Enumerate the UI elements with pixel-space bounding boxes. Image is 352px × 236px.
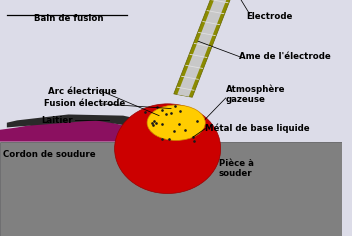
Polygon shape [177,0,235,97]
Text: Laitier: Laitier [41,116,73,125]
Text: Métal de base liquide: Métal de base liquide [205,124,310,133]
Polygon shape [174,0,238,97]
Text: Bain de fusion: Bain de fusion [34,14,104,23]
Bar [0,142,342,236]
Ellipse shape [147,105,205,140]
Polygon shape [0,120,151,142]
Ellipse shape [115,104,221,194]
Text: Cordon de soudure: Cordon de soudure [4,150,96,159]
Text: Fusion électrode: Fusion électrode [44,99,126,108]
Polygon shape [7,114,151,132]
Text: Atmosphère
gazeuse: Atmosphère gazeuse [226,84,285,104]
Text: Pièce à
souder: Pièce à souder [219,159,254,178]
Text: Ame de l'électrode: Ame de l'électrode [239,52,331,61]
Text: Arc électrique: Arc électrique [48,86,117,96]
Text: Electrode: Electrode [246,12,293,21]
